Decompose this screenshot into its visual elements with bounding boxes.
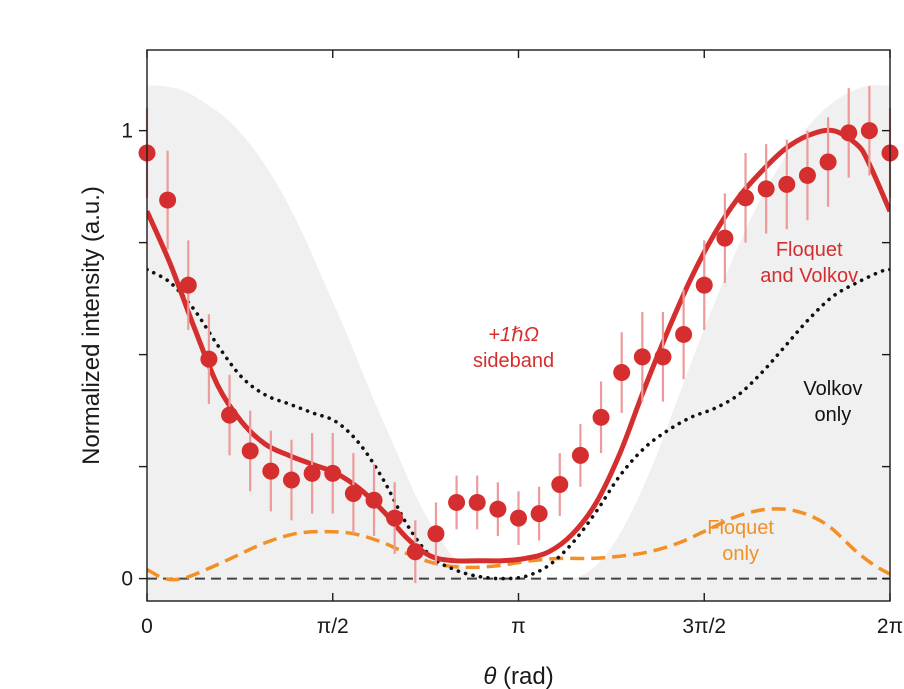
data-marker: [737, 189, 755, 207]
data-point: [819, 117, 837, 207]
data-point: [695, 240, 713, 330]
x-axis-unit: (rad): [496, 663, 553, 689]
data-marker: [427, 525, 445, 543]
x-tick-label: 2π: [877, 615, 903, 638]
data-marker: [406, 543, 424, 561]
x-tick-label: π: [511, 615, 526, 638]
data-point: [737, 153, 755, 243]
data-point: [344, 453, 362, 534]
data-point: [860, 85, 878, 176]
data-point: [510, 491, 527, 546]
data-point: [757, 144, 775, 234]
data-point: [551, 453, 569, 516]
data-point: [179, 240, 197, 330]
data-point: [221, 374, 239, 456]
data-point: [200, 314, 218, 404]
data-marker: [489, 500, 507, 518]
data-point: [448, 475, 466, 530]
y-tick-label: 1: [121, 120, 133, 143]
data-marker: [819, 153, 837, 171]
data-marker: [654, 348, 672, 366]
data-point: [241, 410, 259, 492]
data-point: [840, 88, 858, 178]
data-marker: [613, 364, 631, 382]
data-marker: [716, 229, 734, 247]
y-tick-label: 0: [121, 568, 133, 591]
data-marker: [303, 464, 321, 482]
data-marker: [798, 166, 816, 184]
data-point: [282, 439, 300, 521]
volkov-only-curve: [147, 267, 890, 581]
data-point: [798, 130, 816, 221]
x-axis-symbol: θ: [483, 663, 496, 689]
data-marker: [221, 406, 239, 424]
data-marker: [695, 276, 713, 294]
data-point: [365, 464, 383, 537]
data-marker: [571, 446, 589, 464]
data-marker: [262, 462, 280, 480]
data-marker: [633, 348, 651, 366]
data-marker: [324, 464, 342, 482]
data-point: [675, 289, 693, 380]
data-point: [571, 424, 589, 487]
data-marker: [778, 175, 796, 193]
data-point: [592, 381, 610, 454]
data-marker: [551, 476, 569, 494]
data-point: [633, 312, 651, 402]
data-marker: [592, 408, 610, 426]
x-tick-label: 0: [141, 615, 153, 638]
data-marker: [241, 442, 259, 460]
data-marker: [159, 191, 177, 209]
floquet-only-curve: [147, 507, 890, 582]
data-marker: [675, 325, 693, 343]
data-marker: [448, 493, 466, 511]
data-point: [159, 150, 177, 250]
annotation-sideband: +1ℏΩ sideband: [473, 324, 554, 372]
data-point: [489, 482, 507, 537]
data-marker: [510, 509, 527, 527]
x-tick-label: 3π/2: [682, 615, 726, 638]
data-point: [530, 486, 548, 541]
data-point: [303, 433, 321, 514]
x-tick-label: π/2: [317, 615, 349, 638]
y-axis-label: Normalized intensity (a.u.): [78, 186, 105, 465]
data-point: [262, 430, 280, 512]
data-marker: [179, 276, 197, 294]
annotation-volkov: Volkov only: [803, 378, 862, 426]
data-marker: [282, 471, 300, 489]
data-marker: [860, 122, 878, 140]
annotation-floquet: Floquet only: [707, 517, 774, 565]
data-marker: [386, 509, 404, 527]
data-point: [406, 520, 424, 584]
x-axis-label: θ (rad): [483, 663, 553, 689]
data-point: [716, 193, 734, 283]
data-point: [613, 332, 631, 413]
data-point: [654, 312, 672, 402]
data-marker: [530, 505, 548, 523]
data-point: [386, 482, 404, 554]
data-marker: [200, 350, 218, 368]
data-marker: [757, 180, 775, 198]
data-marker: [344, 484, 362, 502]
data-point: [778, 139, 796, 230]
data-point: [427, 502, 445, 566]
data-point: [468, 475, 486, 530]
data-marker: [365, 491, 383, 509]
data-marker: [840, 124, 858, 142]
data-marker: [468, 493, 486, 511]
data-point: [324, 433, 342, 514]
annotation-floquet-volkov: Floquet and Volkov: [760, 239, 858, 287]
